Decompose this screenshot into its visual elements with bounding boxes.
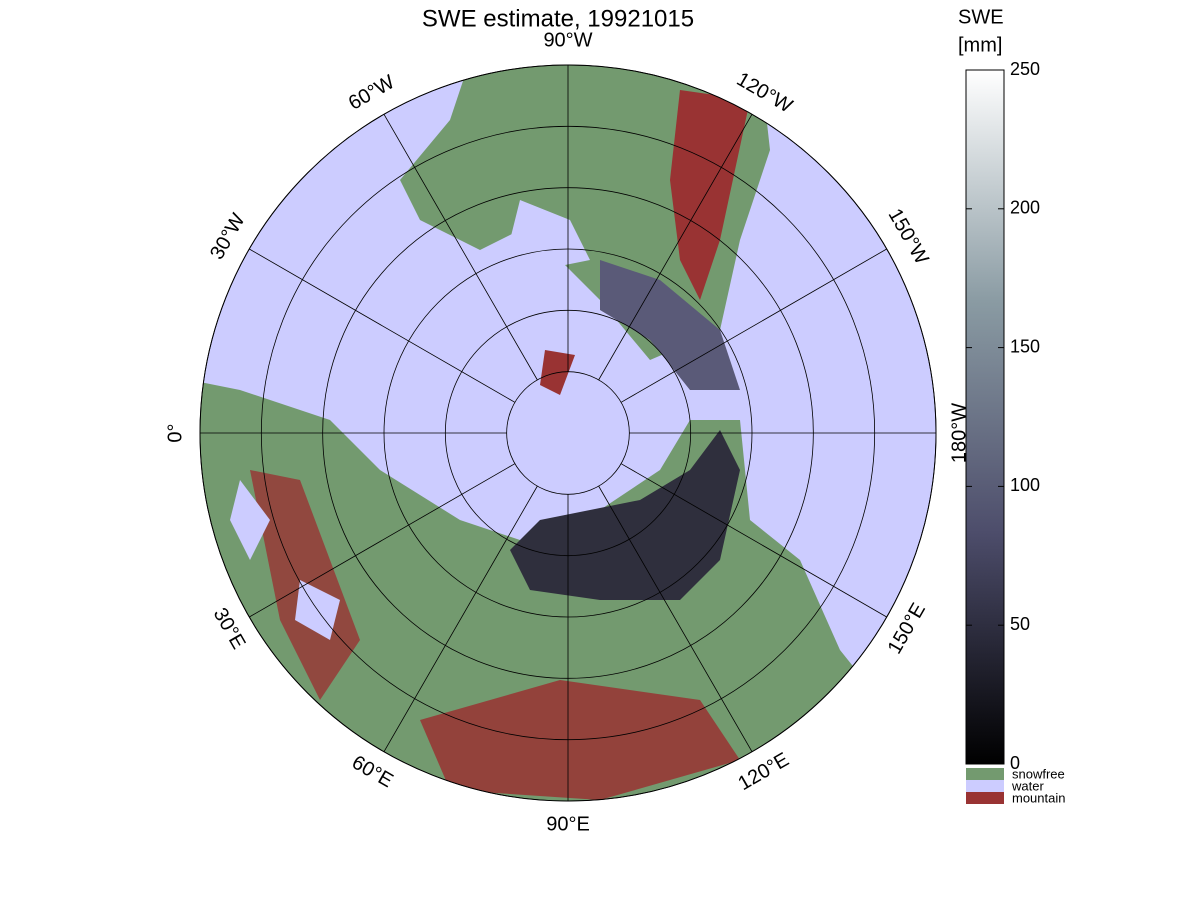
legend-swatch [966,768,1004,780]
longitude-label: 180°W [948,403,970,463]
legend-label: water [1011,778,1044,793]
meridian [383,114,538,381]
longitude-label: 90°E [546,813,590,835]
meridian [620,463,887,618]
meridian [598,114,753,381]
longitude-label: 90°W [543,29,592,51]
longitude-label: 30°W [206,210,250,264]
map-title: SWE estimate, 19921015 [422,5,694,32]
colorbar-tick-label: 0 [1010,753,1020,773]
map-border [199,64,937,802]
colorbar-tick-label: 100 [1010,475,1040,495]
longitude-label: 30°E [209,604,250,653]
colorbar-tick-label: 150 [1010,336,1040,356]
longitude-label: 60°E [348,751,397,792]
meridian [598,485,753,752]
colorbar-tick-label: 250 [1010,59,1040,79]
longitude-label: 0° [164,423,186,442]
colorbar-tick-label: 200 [1010,198,1040,218]
legend-swatch [966,780,1004,792]
legend-label: snowfree [1012,766,1065,781]
colorbar [965,69,1005,765]
meridian [620,248,887,403]
longitude-label: 60°W [345,71,399,115]
meridian [249,463,516,618]
legend-label: mountain [1012,790,1065,805]
meridian [383,485,538,752]
colorbar-title: SWE [958,6,1004,28]
colorbar-tick-label: 50 [1010,614,1030,634]
legend-swatch [966,792,1004,804]
meridian [249,248,516,403]
colorbar-title: [mm] [958,34,1002,56]
